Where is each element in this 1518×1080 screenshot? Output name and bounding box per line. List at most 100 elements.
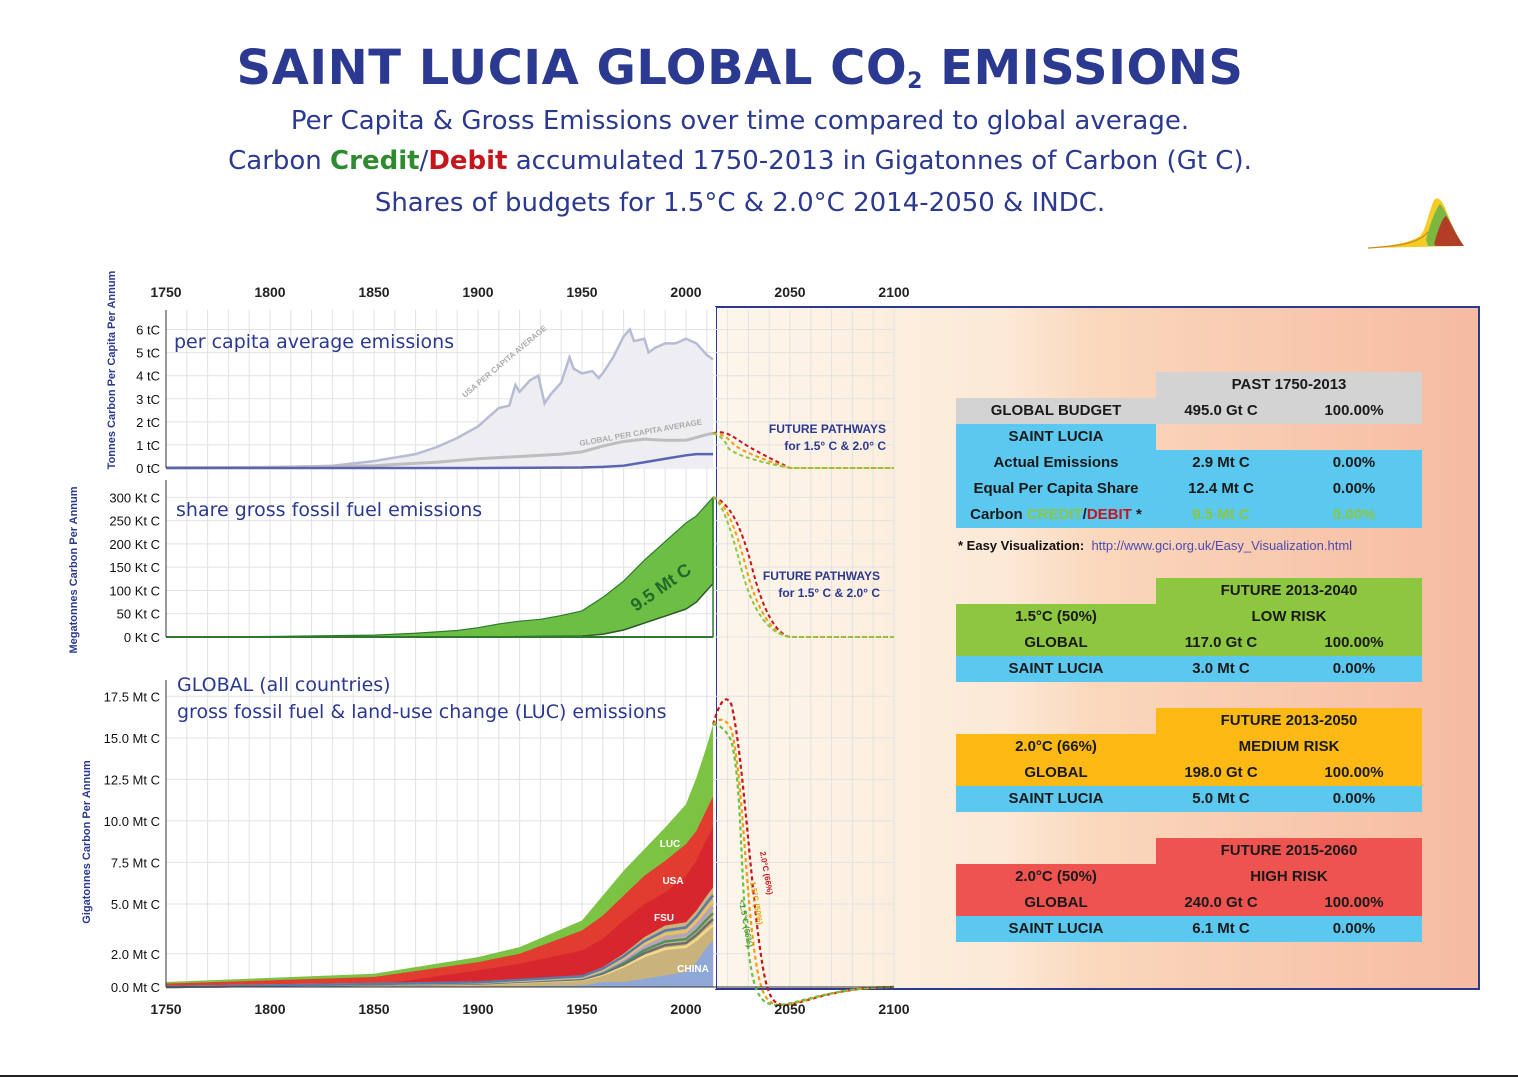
y-axis-title: Gigatonnes Carbon Per Annum: [81, 760, 93, 924]
y-tick-label: 1 tC: [136, 438, 160, 453]
future-high-header: FUTURE 2015-2060: [1156, 838, 1422, 864]
usa-per-capita-line: [165, 327, 714, 470]
y-tick-label: 10.0 Mt C: [104, 814, 160, 829]
table-row: Actual Emissions 2.9 Mt C 0.00%: [956, 450, 1422, 476]
debit-word: Debit: [428, 146, 508, 176]
table-row: SAINT LUCIA 5.0 Mt C 0.00%: [956, 786, 1422, 812]
table-row: Equal Per Capita Share 12.4 Mt C 0.00%: [956, 476, 1422, 502]
future-pathways-label: FUTURE PATHWAYS: [769, 422, 886, 436]
x-tick-label-top: 2100: [878, 284, 909, 300]
series-label: LUC: [660, 839, 681, 850]
title-subscript: 2: [907, 69, 923, 94]
title-text-end: EMISSIONS: [922, 40, 1244, 96]
x-tick-label-top: 1950: [566, 284, 597, 300]
table-row: SAINT LUCIA 3.0 Mt C 0.00%: [956, 656, 1422, 682]
china-layer: [166, 940, 714, 987]
x-tick-label-bottom: 2050: [774, 1001, 805, 1017]
x-tick-label-bottom: 1900: [462, 1001, 493, 1017]
easy-visualization-note: * Easy Visualization: http://www.gci.org…: [958, 538, 1353, 553]
y-tick-label: 2 tC: [136, 415, 160, 430]
y-tick-label: 300 Kt C: [109, 490, 160, 505]
title-text: SAINT LUCIA GLOBAL CO: [236, 40, 908, 96]
future-pathway-line: [712, 496, 894, 638]
country-stripe: [165, 894, 715, 989]
x-tick-label-bottom: 1800: [254, 1001, 285, 1017]
y-axis-title: Tonnes Carbon Per Capita Per Annum: [106, 270, 118, 469]
x-tick-label-bottom: 1850: [358, 1001, 389, 1017]
page-title: SAINT LUCIA GLOBAL CO2 EMISSIONS: [0, 40, 1480, 96]
future-pathways-label: FUTURE PATHWAYS: [763, 569, 880, 583]
x-tick-label-top: 1750: [150, 284, 181, 300]
y-tick-label: 0 tC: [136, 461, 160, 476]
x-tick-label-bottom: 2100: [878, 1001, 909, 1017]
subtitle-line-2: Carbon Credit/Debit accumulated 1750-201…: [228, 146, 1252, 176]
table-row: GLOBAL 198.0 Gt C 100.00%: [956, 760, 1422, 786]
x-tick-label-bottom: 1950: [566, 1001, 597, 1017]
y-tick-label: 5.0 Mt C: [111, 897, 160, 912]
panel-title: share gross fossil fuel emissions: [176, 499, 482, 521]
bottom-rule: [0, 1075, 1518, 1077]
future-low-header: FUTURE 2013-2040: [1156, 578, 1422, 604]
y-tick-label: 150 Kt C: [109, 560, 160, 575]
future-pathways-sublabel: for 1.5° C & 2.0° C: [784, 439, 886, 453]
series-label: FSU: [654, 913, 674, 924]
subtitle-line-3: Shares of budgets for 1.5°C & 2.0°C 2014…: [374, 188, 1106, 218]
y-tick-label: 250 Kt C: [109, 514, 160, 529]
table-row: GLOBAL 240.0 Gt C 100.00%: [956, 890, 1422, 916]
y-tick-label: 7.5 Mt C: [111, 855, 160, 870]
saint-lucia-per-capita-line: [166, 452, 714, 470]
y-tick-label: 200 Kt C: [109, 537, 160, 552]
series-label: USA: [662, 876, 683, 887]
panel-subtitle: gross fossil fuel & land-use change (LUC…: [177, 701, 667, 723]
x-tick-label-bottom: 2000: [670, 1001, 701, 1017]
y-tick-label: 12.5 Mt C: [104, 772, 160, 787]
y-tick-label: 6 tC: [136, 323, 160, 338]
credit-debit-row: Carbon CREDIT/DEBIT * 9.5 Mt C 0.00%: [956, 502, 1422, 528]
y-tick-label: 2.0 Mt C: [111, 947, 160, 962]
future-high-table: FUTURE 2015-2060 2.0°C (50%) HIGH RISK G…: [956, 838, 1422, 942]
y-tick-label: 4 tC: [136, 369, 160, 384]
panel-title: per capita average emissions: [174, 331, 454, 353]
gci-logo-icon: [1367, 198, 1464, 249]
future-pathways-sublabel: for 1.5° C & 2.0° C: [778, 586, 880, 600]
credit-word: Credit: [330, 146, 420, 176]
x-tick-label-bottom: 1750: [150, 1001, 181, 1017]
x-tick-label-top: 1900: [462, 284, 493, 300]
past-table: PAST 1750-2013 GLOBAL BUDGET 495.0 Gt C …: [956, 372, 1422, 528]
table-row: 2.0°C (66%) MEDIUM RISK: [956, 734, 1422, 760]
x-tick-label-top: 2050: [774, 284, 805, 300]
table-row: 1.5°C (50%) LOW RISK: [956, 604, 1422, 630]
usa-area: [166, 329, 714, 468]
table-row: 2.0°C (50%) HIGH RISK: [956, 864, 1422, 890]
table-row: GLOBAL BUDGET 495.0 Gt C 100.00%: [956, 398, 1422, 424]
future-pathway-line: [712, 496, 894, 638]
easy-visualization-link[interactable]: http://www.gci.org.uk/Easy_Visualization…: [1091, 538, 1353, 553]
future-medium-table: FUTURE 2013-2050 2.0°C (66%) MEDIUM RISK…: [956, 708, 1422, 812]
past-header-row: PAST 1750-2013: [1156, 372, 1422, 398]
y-tick-label: 0.0 Mt C: [111, 980, 160, 995]
x-tick-label-top: 1800: [254, 284, 285, 300]
y-axis-title: Megatonnes Carbon Per Annum: [68, 486, 80, 653]
future-medium-header: FUTURE 2013-2050: [1156, 708, 1422, 734]
future-pathway-line: [712, 723, 895, 1006]
subtitle-line-1: Per Capita & Gross Emissions over time c…: [290, 106, 1190, 136]
luc-dark-layer: [166, 795, 714, 987]
y-tick-label: 15.0 Mt C: [104, 731, 160, 746]
global-per-capita-line: [165, 431, 714, 470]
x-tick-label-top: 1850: [358, 284, 389, 300]
y-tick-label: 0 Kt C: [124, 630, 160, 645]
series-label: CHINA: [677, 964, 709, 975]
y-tick-label: 5 tC: [136, 346, 160, 361]
table-row: SAINT LUCIA: [956, 424, 1156, 450]
y-tick-label: 3 tC: [136, 392, 160, 407]
future-low-table: FUTURE 2013-2040 1.5°C (50%) LOW RISK GL…: [956, 578, 1422, 682]
table-row: GLOBAL 117.0 Gt C 100.00%: [956, 630, 1422, 656]
panel-title: GLOBAL (all countries): [177, 674, 391, 696]
y-tick-label: 50 Kt C: [117, 607, 160, 622]
x-tick-label-top: 2000: [670, 284, 701, 300]
table-row: SAINT LUCIA 6.1 Mt C 0.00%: [956, 916, 1422, 942]
y-tick-label: 17.5 Mt C: [104, 689, 160, 704]
future-pathway-line: [712, 432, 894, 469]
y-tick-label: 100 Kt C: [109, 583, 160, 598]
future-pathway-line: [712, 431, 894, 469]
